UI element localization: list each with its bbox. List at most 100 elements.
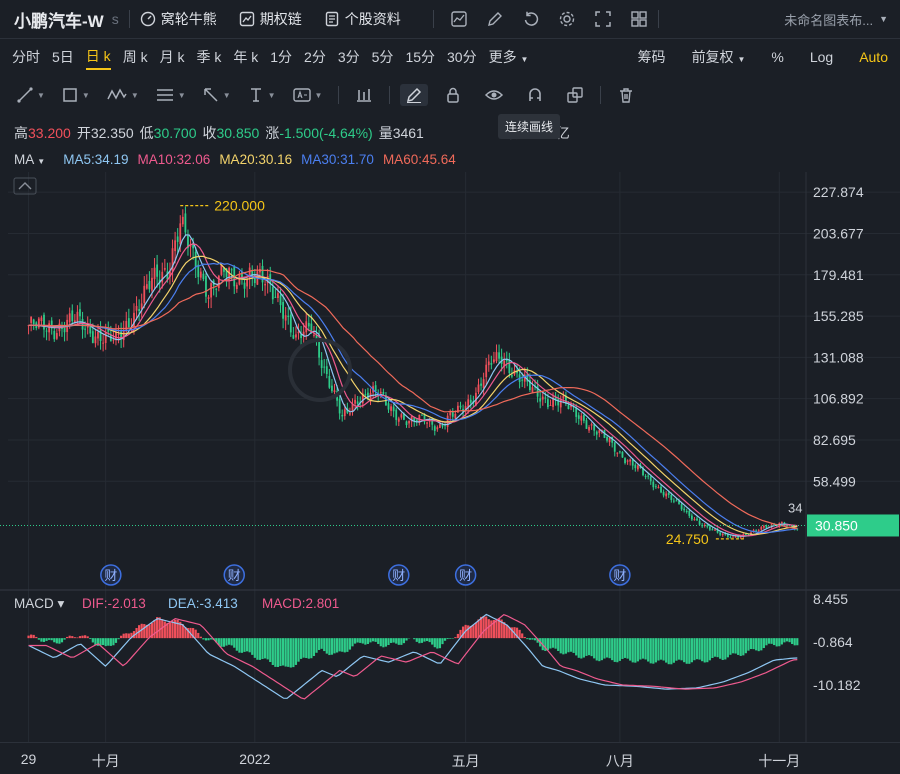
price-tick-label: 203.677: [813, 225, 864, 241]
lock-tool[interactable]: [444, 86, 462, 104]
macd-bar: [92, 638, 94, 642]
macd-bar: [56, 638, 58, 643]
macd-bar: [483, 616, 485, 638]
candle-body: [606, 437, 608, 441]
chart-overlays: 220.00024.75030.85034财财财财财: [0, 178, 899, 585]
auto-button[interactable]: Auto: [859, 49, 888, 65]
candle-body: [280, 295, 282, 305]
macd-bar: [447, 638, 449, 639]
warrants-tab[interactable]: 窝轮牛熊: [140, 9, 217, 29]
document-icon: [324, 11, 340, 27]
period-yearly[interactable]: 年 k: [233, 45, 258, 69]
candle-body: [390, 406, 392, 411]
candle-body: [521, 380, 523, 381]
macd-bar: [305, 638, 307, 658]
candle-body: [236, 285, 238, 289]
macd-bar: [560, 638, 562, 653]
candle-body: [673, 501, 675, 502]
candle-body: [562, 396, 564, 399]
eye-icon: [484, 86, 504, 104]
ma-indicator-button[interactable]: MA ▼: [14, 152, 45, 167]
fibonacci-tool[interactable]: ▼: [155, 86, 186, 104]
percent-button[interactable]: %: [771, 49, 783, 65]
macd-bar: [583, 638, 585, 657]
macd-bar: [171, 621, 173, 638]
macd-bar: [752, 638, 754, 649]
period-5min[interactable]: 5分: [372, 45, 394, 69]
period-weekly[interactable]: 周 k: [123, 45, 148, 69]
macd-bar: [364, 638, 366, 644]
macd-bar: [763, 638, 765, 648]
period-2min[interactable]: 2分: [304, 45, 326, 69]
macd-bar: [272, 638, 274, 665]
delete-tool[interactable]: [617, 86, 635, 104]
visibility-tool[interactable]: [484, 86, 504, 104]
fullscreen-icon[interactable]: [594, 10, 612, 28]
fibonacci-icon: [155, 86, 175, 104]
chip-distribution-button[interactable]: 筹码: [638, 47, 666, 67]
options-tab[interactable]: 期权链: [239, 9, 302, 29]
macd-bar: [40, 638, 42, 642]
period-30min[interactable]: 30分: [447, 45, 477, 69]
layout-grid-icon[interactable]: [630, 10, 648, 28]
period-quarterly[interactable]: 季 k: [196, 45, 221, 69]
adjust-dropdown[interactable]: 前复权 ▼: [692, 47, 746, 67]
candle-body: [542, 397, 544, 400]
low-value: 30.700: [154, 125, 197, 141]
macd-bar: [269, 638, 271, 662]
macd-bar: [732, 638, 734, 653]
macd-bar: [341, 638, 343, 652]
chevron-down-icon: ▼: [131, 91, 139, 100]
macd-bar: [614, 638, 616, 662]
magnet-tool[interactable]: [526, 86, 544, 104]
period-daily[interactable]: 日 k: [86, 44, 111, 70]
period-3min[interactable]: 3分: [338, 45, 360, 69]
macd-bar: [657, 638, 659, 660]
continuous-draw-tool[interactable]: [400, 84, 428, 106]
period-more[interactable]: 更多 ▼: [489, 45, 529, 69]
candle-body: [285, 315, 287, 320]
macd-bar: [588, 638, 590, 655]
period-5day[interactable]: 5日: [52, 45, 74, 69]
macd-bar: [38, 638, 40, 640]
macd-bar: [704, 638, 706, 662]
period-15min[interactable]: 15分: [405, 45, 435, 69]
edit-icon[interactable]: [486, 10, 504, 28]
macd-bar: [786, 638, 788, 641]
macd-bar: [729, 638, 731, 655]
macd-bar: [709, 638, 711, 660]
financial-report-label: 财: [392, 569, 405, 584]
text-tool[interactable]: ▼: [247, 86, 276, 104]
arrow-tool[interactable]: ▼: [202, 86, 231, 104]
period-intraday[interactable]: 分时: [12, 45, 40, 69]
macd-bar: [123, 634, 125, 638]
wave-tool[interactable]: ▼: [106, 86, 139, 104]
macd-bar: [426, 638, 428, 641]
macd-bar: [287, 638, 289, 667]
pattern-tool[interactable]: [355, 86, 373, 104]
chart-layout-name[interactable]: 未命名图表布... ▼: [784, 10, 888, 29]
line-tool[interactable]: ▼: [16, 86, 45, 104]
copy-tool[interactable]: [566, 86, 584, 104]
macd-bar: [372, 638, 374, 641]
macd-bar: [344, 638, 346, 652]
price-chart[interactable]: 220.00024.75030.85034财财财财财 MACD ▾DIF:-2.…: [0, 172, 900, 742]
candle-body: [308, 323, 310, 326]
indicator-icon[interactable]: [450, 10, 468, 28]
stock-title[interactable]: 小鹏汽车-W: [14, 7, 104, 32]
log-button[interactable]: Log: [810, 49, 833, 65]
price-tick-label: 131.088: [813, 349, 864, 365]
label-tool[interactable]: ▼: [292, 86, 323, 104]
macd-bar: [89, 638, 91, 639]
candle-body: [596, 432, 598, 435]
period-1min[interactable]: 1分: [270, 45, 292, 69]
profile-tab[interactable]: 个股资料: [324, 9, 401, 29]
undo-icon[interactable]: [522, 10, 540, 28]
candle-body: [138, 309, 140, 311]
period-monthly[interactable]: 月 k: [160, 45, 185, 69]
candle-body: [436, 427, 438, 429]
gear-icon[interactable]: [558, 10, 576, 28]
rectangle-tool[interactable]: ▼: [61, 86, 90, 104]
period-right-group: 筹码 前复权 ▼ % Log Auto: [638, 47, 888, 67]
